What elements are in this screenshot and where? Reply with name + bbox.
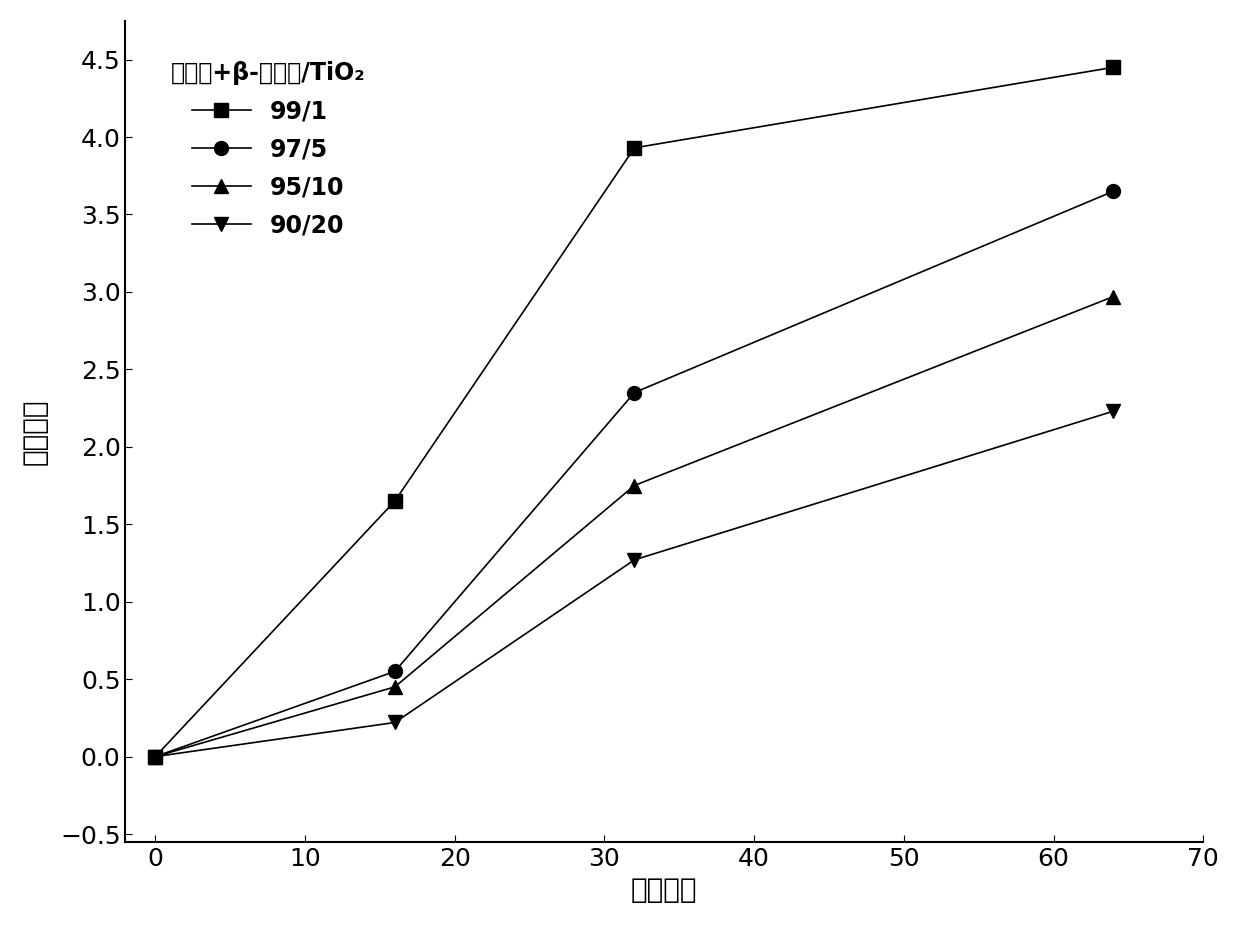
- 97/5: [387, 666, 402, 677]
- 97/5: [1106, 186, 1121, 197]
- Line: 97/5: 97/5: [149, 184, 1121, 763]
- 95/10: [387, 682, 402, 693]
- 95/10: [1106, 291, 1121, 302]
- 90/20: [627, 554, 642, 565]
- 97/5: [148, 751, 162, 762]
- Legend: 99/1, 97/5, 95/10, 90/20: 99/1, 97/5, 95/10, 90/20: [159, 49, 377, 250]
- 95/10: [148, 751, 162, 762]
- 99/1: [627, 142, 642, 154]
- 90/20: [387, 717, 402, 728]
- 97/5: [627, 387, 642, 398]
- 99/1: [387, 496, 402, 507]
- Y-axis label: 炳基指数: 炳基指数: [21, 398, 48, 464]
- 90/20: [1106, 405, 1121, 416]
- 90/20: [148, 751, 162, 762]
- Line: 90/20: 90/20: [149, 404, 1121, 763]
- Line: 99/1: 99/1: [149, 60, 1121, 763]
- X-axis label: 老化时间: 老化时间: [631, 876, 698, 904]
- Line: 95/10: 95/10: [149, 290, 1121, 763]
- 95/10: [627, 480, 642, 491]
- 99/1: [1106, 62, 1121, 73]
- 99/1: [148, 751, 162, 762]
